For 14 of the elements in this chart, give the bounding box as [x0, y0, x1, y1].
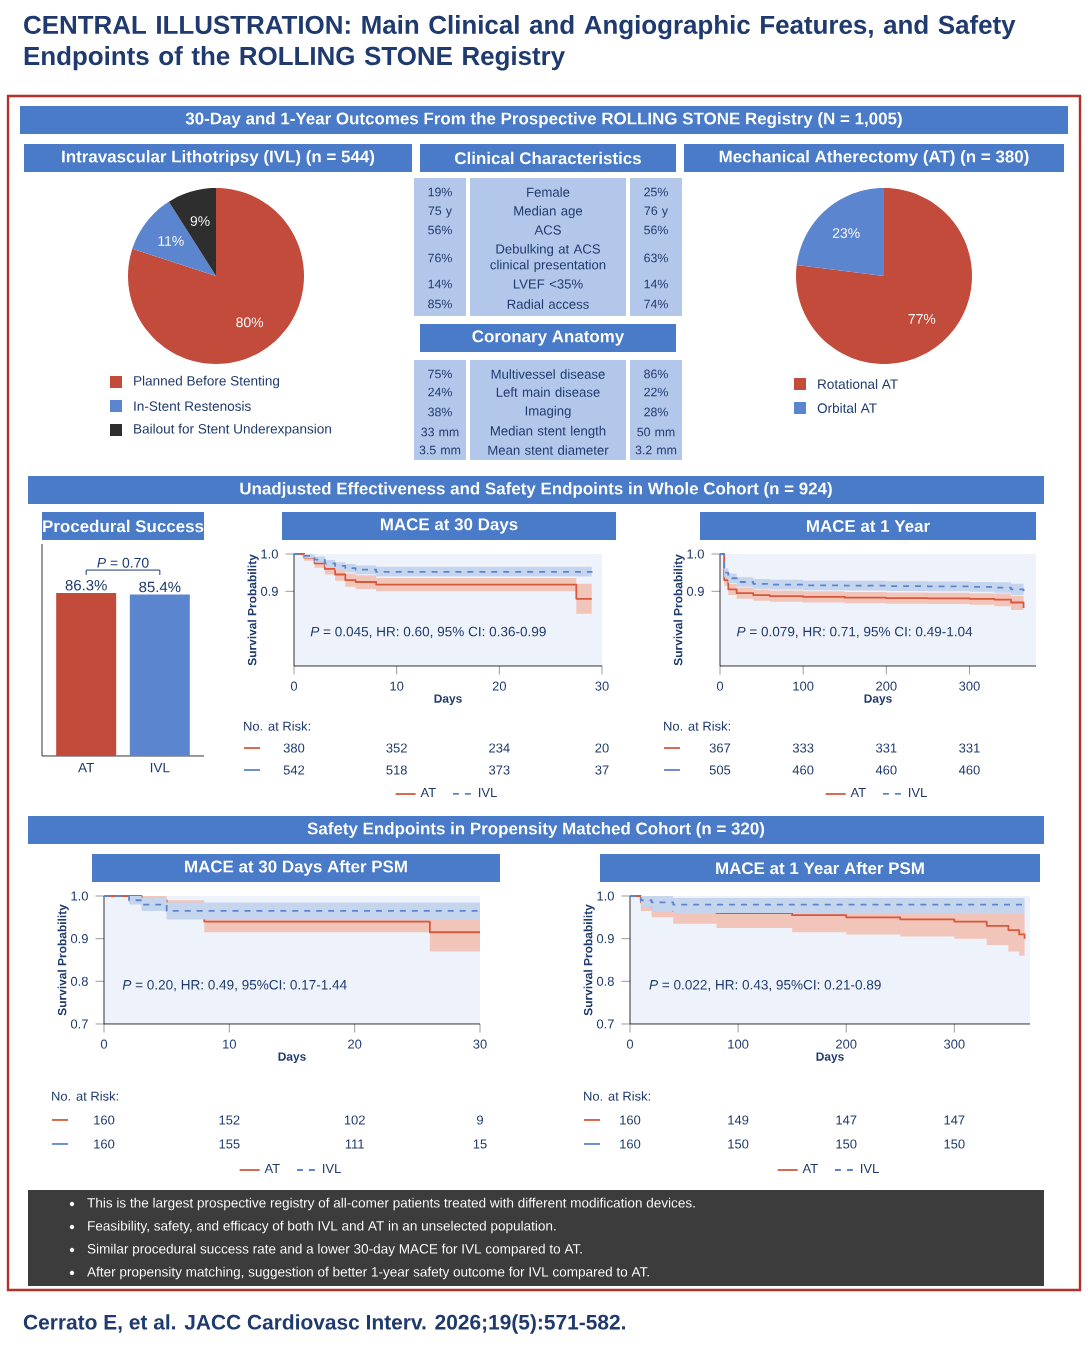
chart-title: MACE at 30 Days After PSM [185, 860, 407, 876]
text: Unadjusted Effectiveness and Safety Endpoints in Whole Cohort (n = 924) [240, 482, 832, 498]
text: Coronary Anatomy [472, 330, 625, 346]
text: CENTRAL ILLUSTRATION: Main Clinical and Angiographic Features, and Safety Endpoints of the ROLLING STONE Registry [24, 15, 1016, 71]
text: Clinical Characteristics [455, 151, 641, 165]
text: Cerrato E, et al. JACC Cardiovasc Interv. 2026;19(5):571-582. [23, 1314, 626, 1334]
chart-title: MACE at 1 Year [806, 520, 930, 532]
chart-title: Intravascular Lithotripsy (IVL) (n = 544) [62, 150, 375, 166]
chart-title: Procedural Success [43, 519, 204, 533]
chart-title: MACE at 30 Days [380, 518, 518, 534]
chart-title: Mechanical Atherectomy (AT) (n = 380) [719, 150, 1029, 166]
text: 30-Day and 1-Year Outcomes From the Prospective ROLLING STONE Registry (N = 1,005) [185, 112, 902, 128]
chart-title: MACE at 1 Year After PSM [716, 861, 924, 875]
text: Safety Endpoints in Propensity Matched Cohort (n = 320) [307, 822, 765, 838]
